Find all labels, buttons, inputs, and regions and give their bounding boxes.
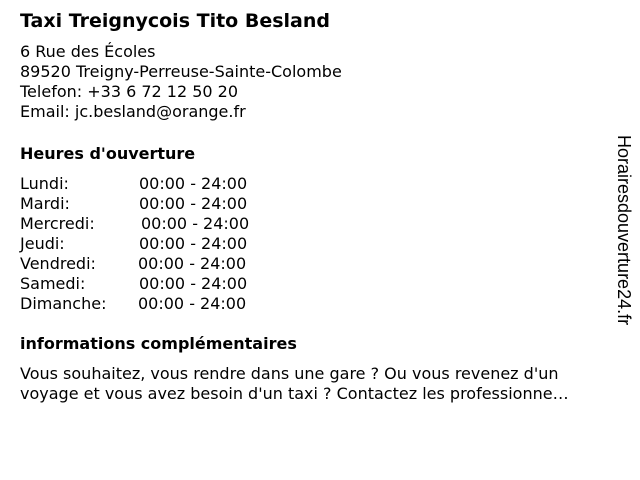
- time: 00:00 - 24:00: [138, 254, 247, 273]
- hours-heading: Heures d'ouverture: [20, 144, 196, 163]
- day: Vendredi:: [20, 254, 96, 273]
- day: Dimanche:: [20, 294, 107, 313]
- info-description: Vous souhaitez, vous rendre dans une gar…: [20, 364, 620, 404]
- info-heading: informations complémentaires: [20, 334, 297, 353]
- hours-row: Jeudi: 00:00 - 24:00: [20, 234, 249, 254]
- day: Mardi:: [20, 194, 70, 213]
- time: 00:00 - 24:00: [139, 234, 248, 253]
- day: Mercredi:: [20, 214, 95, 233]
- time: 00:00 - 24:00: [139, 194, 248, 213]
- business-name: Taxi Treignycois Tito Besland: [20, 10, 330, 32]
- hours-row: Mardi: 00:00 - 24:00: [20, 194, 249, 214]
- description-line: Vous souhaitez, vous rendre dans une gar…: [20, 364, 559, 383]
- time: 00:00 - 24:00: [139, 174, 248, 193]
- description-line: voyage et vous avez besoin d'un taxi ? C…: [20, 384, 569, 403]
- hours-row: Samedi: 00:00 - 24:00: [20, 274, 249, 294]
- time: 00:00 - 24:00: [139, 274, 248, 293]
- hours-row: Dimanche: 00:00 - 24:00: [20, 294, 249, 314]
- day: Samedi:: [20, 274, 86, 293]
- street-address: 6 Rue des Écoles: [20, 42, 156, 61]
- hours-table: Lundi: 00:00 - 24:00 Mardi: 00:00 - 24:00 …: [20, 174, 249, 314]
- phone: Telefon: +33 6 72 12 50 20: [20, 82, 239, 101]
- email: Email: jc.besland@orange.fr: [20, 102, 246, 121]
- hours-row: Vendredi: 00:00 - 24:00: [20, 254, 249, 274]
- time: 00:00 - 24:00: [141, 214, 250, 233]
- day: Lundi:: [20, 174, 69, 193]
- day: Jeudi:: [20, 234, 65, 253]
- hours-row: Lundi: 00:00 - 24:00: [20, 174, 249, 194]
- business-contact: 6 Rue des Écoles 89520 Treigny-Perreuse-…: [20, 42, 342, 122]
- time: 00:00 - 24:00: [138, 294, 247, 313]
- hours-row: Mercredi: 00:00 - 24:00: [20, 214, 249, 234]
- watermark: Horairesdouverture24.fr: [614, 135, 634, 326]
- city-address: 89520 Treigny-Perreuse-Sainte-Colombe: [20, 62, 342, 81]
